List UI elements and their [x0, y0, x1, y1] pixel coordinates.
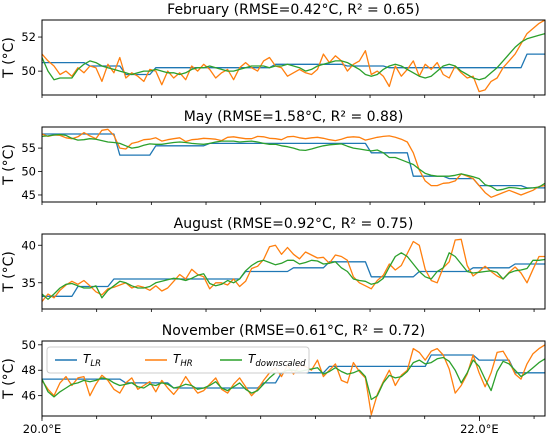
series-line-t-lr [42, 261, 545, 297]
panel-title: August (RMSE=0.92°C, R² = 0.75) [174, 216, 414, 232]
panel-4: November (RMSE=0.61°C, R² = 0.72) T (°C) 4… [1, 323, 546, 436]
series-line-t-hr [41, 344, 546, 416]
y-tick-label: 50 [21, 165, 36, 179]
series-line-t-lr [42, 53, 545, 76]
x-tick-label: 22.0°E [460, 422, 499, 436]
plot-frame [41, 126, 546, 203]
y-axis-label: T (°C) [1, 37, 17, 79]
panel-3: August (RMSE=0.92°C, R² = 0.75) T (°C) 35 4… [1, 216, 546, 312]
series-line-t-downscaled [41, 32, 546, 81]
plot-frame [41, 340, 546, 417]
y-tick-label: 46 [21, 389, 36, 403]
series-line-t-downscaled [41, 133, 546, 191]
y-axis-label: T (°C) [1, 358, 17, 400]
series-line-t-hr [41, 128, 546, 198]
y-tick-label: 35 [21, 276, 36, 290]
panel-1: February (RMSE=0.42°C, R² = 0.65) T (°C) 5… [1, 2, 546, 98]
series-line-t-lr [42, 133, 545, 189]
y-tick-label: 50 [21, 338, 36, 352]
y-tick-label: 50 [21, 64, 36, 78]
plot-frame [41, 19, 546, 96]
y-axis-label: T (°C) [1, 251, 17, 293]
y-tick-label: 45 [21, 188, 36, 202]
y-tick-label: 52 [21, 30, 36, 44]
legend-box [46, 346, 310, 374]
panel-title: May (RMSE=1.58°C, R² = 0.88) [184, 109, 404, 125]
x-tick-label: 20.0°E [23, 422, 62, 436]
plot-frame [41, 233, 546, 310]
series-line-t-hr [41, 238, 545, 302]
panel-title: February (RMSE=0.42°C, R² = 0.65) [167, 2, 420, 18]
legend: TLR THR Tdownscaled [46, 346, 310, 374]
y-tick-label: 40 [21, 238, 36, 252]
y-axis-label: T (°C) [1, 144, 17, 186]
panel-title: November (RMSE=0.61°C, R² = 0.72) [162, 323, 425, 339]
series-line-t-hr [41, 19, 546, 93]
y-tick-label: 48 [21, 363, 36, 377]
panel-2: May (RMSE=1.58°C, R² = 0.88) T (°C) 45 50 55 [1, 109, 546, 205]
series-line-t-downscaled [41, 252, 546, 300]
y-tick-label: 55 [21, 141, 36, 155]
